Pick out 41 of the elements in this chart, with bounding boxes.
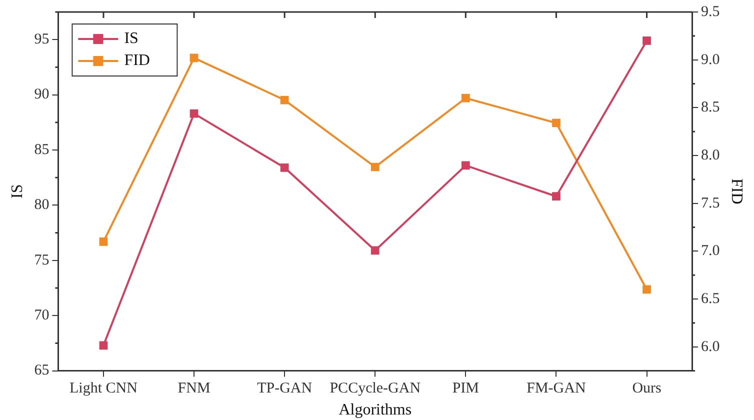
x-tick-label: Ours <box>632 380 662 397</box>
y-tick-label: 95 <box>34 32 50 48</box>
x-tick-label: FM-GAN <box>526 380 586 397</box>
x-tick-label: FNM <box>178 380 210 397</box>
x-axis-title: Algorithms <box>338 402 412 419</box>
y-tick-label: 85 <box>34 142 50 158</box>
point <box>99 341 108 350</box>
point <box>642 285 651 294</box>
point <box>99 237 108 246</box>
y2-tick-label: 6.0 <box>701 338 720 355</box>
point <box>461 161 470 170</box>
x-tick-label: TP-GAN <box>257 380 312 397</box>
y-tick-label: 70 <box>34 308 50 324</box>
y2-tick-label: 6.5 <box>701 290 720 307</box>
point <box>552 192 560 201</box>
y-tick-label: 80 <box>34 197 50 214</box>
legend-label: FID <box>124 52 150 70</box>
x-tick-label: Light CNN <box>70 380 138 397</box>
point <box>190 54 198 62</box>
y2-tick-label: 9.0 <box>701 52 720 68</box>
x-tick-label: PCCycle-GAN <box>330 380 421 397</box>
y2-tick-label: 8.0 <box>701 147 720 164</box>
y2-tick-label: 8.5 <box>701 100 720 116</box>
point <box>552 118 560 128</box>
y-axis-title: IS <box>8 184 26 199</box>
point <box>280 96 289 104</box>
x-tick-label: PIM <box>452 380 480 397</box>
legend-label: IS <box>124 30 138 48</box>
point <box>280 163 289 172</box>
y2-axis-title: FID <box>728 178 746 204</box>
point <box>461 94 470 102</box>
y-tick-label: 75 <box>34 252 50 268</box>
y-tick-label: 65 <box>34 362 50 379</box>
y2-tick-label: 7.5 <box>701 195 720 212</box>
point <box>370 162 380 172</box>
y2-tick-label: 7.0 <box>701 243 720 260</box>
y-tick-label: 90 <box>34 86 50 103</box>
point <box>190 109 198 118</box>
y2-tick-label: 9.5 <box>701 4 720 20</box>
point <box>370 246 380 255</box>
point <box>642 36 651 45</box>
